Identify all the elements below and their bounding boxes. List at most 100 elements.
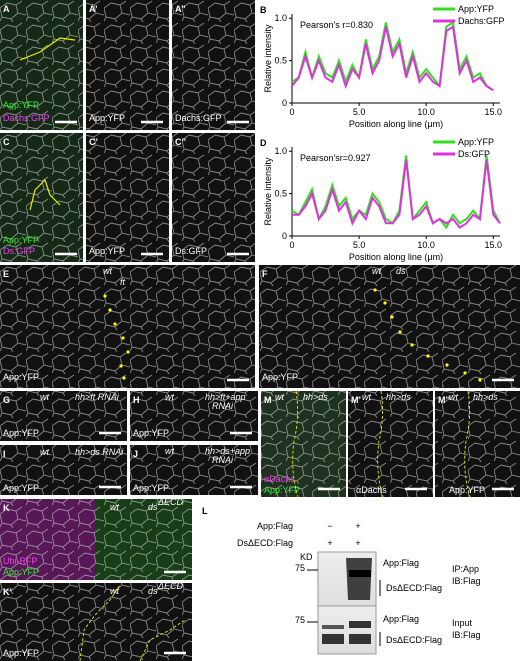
- panel-label: wt: [103, 266, 112, 276]
- panel-letter: M: [264, 395, 272, 405]
- micrograph: A’ App:YFP: [86, 0, 169, 130]
- x-tick-label: 15.0: [485, 240, 503, 250]
- x-tick-label: 5.0: [353, 107, 366, 117]
- micrograph: A’’ Dachs:GFP: [172, 0, 255, 130]
- x-axis-label: Position along line (μm): [349, 252, 443, 262]
- panel-label: hh>ft+app: [205, 392, 246, 402]
- series-line: [292, 159, 501, 229]
- boundary-line: [292, 390, 299, 498]
- band: [322, 634, 344, 644]
- micrograph: M’ wt hh>ds αDachs: [348, 391, 433, 497]
- chart-title: Pearson's r=0.830: [300, 20, 373, 30]
- micrograph: K’ wt ds ΔECD App:YFP: [0, 581, 192, 661]
- boundary-line: [377, 390, 384, 498]
- marker-dot: [390, 315, 394, 319]
- panel-label: ΔECD: [157, 581, 184, 591]
- panel-label: App:YFP: [133, 428, 169, 438]
- y-tick-label: 0: [282, 231, 287, 241]
- panel-label: App:YFP: [133, 483, 169, 493]
- y-axis-label: Relative intensity: [263, 157, 273, 226]
- chart: B Pearson's r=0.830 0 0.5 1.0 0 5.0 10.0 15.0 Rel…: [260, 4, 505, 129]
- panel-label: hh>ft RNAi: [75, 392, 120, 402]
- micrograph: A App:YFP Dachs:GFP: [0, 0, 83, 130]
- boundary-line: [464, 390, 471, 498]
- panel-label: ΔECD: [157, 497, 184, 507]
- x-tick-label: 5.0: [353, 240, 366, 250]
- panel-label: App:YFP: [3, 372, 39, 382]
- cell-pattern: [0, 133, 83, 262]
- panel-label: hh>ds: [473, 392, 498, 402]
- panel-label: App:YFP: [89, 113, 125, 123]
- lane-sign: +: [355, 521, 360, 531]
- band: [349, 570, 371, 577]
- panel-letter: M’: [351, 395, 361, 405]
- y-tick-label: 0.5: [274, 56, 287, 66]
- cell-pattern: [0, 583, 192, 661]
- panel-label: hh>ds+app: [205, 446, 250, 456]
- panel-letter: I: [3, 449, 6, 459]
- panel-letter: C’: [89, 137, 98, 147]
- x-tick-label: 10.0: [417, 240, 435, 250]
- marker-dot: [122, 376, 126, 380]
- marker-dot: [463, 371, 467, 375]
- panel-letter: F: [262, 269, 268, 279]
- panel-label: ft: [120, 277, 126, 287]
- legend-label: Dachs:GFP: [458, 16, 505, 26]
- row-label: DsΔECD:Flag: [237, 538, 293, 548]
- panel-label: App:YFP: [3, 235, 39, 245]
- y-tick-label: 1.0: [274, 146, 287, 156]
- panel-label: App:YFP: [449, 485, 485, 495]
- panel-letter: M’’: [438, 395, 450, 405]
- cell-pattern: [348, 391, 433, 497]
- panel-label: App:YFP: [262, 372, 298, 382]
- panel-label: αDachs: [264, 474, 295, 484]
- line-trace: [29, 178, 61, 211]
- chart-title: Pearson'sr=0.927: [300, 153, 371, 163]
- cell-pattern: [86, 133, 169, 262]
- x-tick-label: 15.0: [485, 107, 503, 117]
- panel-label: hh>ds: [386, 392, 411, 402]
- panel-label: Ds:GFP: [175, 246, 207, 256]
- cell-pattern: [0, 0, 83, 130]
- marker-dot: [373, 288, 377, 292]
- marker-dot: [426, 354, 430, 358]
- panel-label: RNAi: [212, 455, 234, 465]
- panel-letter: A: [3, 4, 10, 14]
- panel-letter: L: [202, 506, 208, 516]
- panel-label: App:YFP: [89, 246, 125, 256]
- row-label: App:Flag: [257, 521, 293, 531]
- panel-label: Ds:GFP: [3, 246, 35, 256]
- marker-dot: [410, 343, 414, 347]
- marker-dot: [119, 364, 123, 368]
- panel-label: ds: [148, 502, 158, 512]
- panel-label: wt: [165, 446, 174, 456]
- legend-label: App:YFP: [458, 4, 494, 14]
- marker: 75: [295, 615, 305, 625]
- series-line: [291, 25, 494, 92]
- panel-letter: G: [3, 395, 10, 405]
- western-blot: L App:Flag − + DsΔECD:Flag + + KD 75 App…: [202, 506, 481, 655]
- panel-letter: J: [133, 449, 138, 459]
- cell-pattern: [259, 265, 520, 388]
- series-line: [291, 155, 501, 230]
- panel-label: wt: [110, 502, 119, 512]
- marker-dot: [445, 363, 449, 367]
- y-tick-label: 0: [282, 98, 287, 108]
- marker-dot: [398, 330, 402, 334]
- panel-letter: K’: [3, 587, 12, 597]
- x-tick-label: 0: [289, 107, 294, 117]
- panel-label: App:YFP: [3, 483, 39, 493]
- panel-label: wt: [449, 392, 458, 402]
- y-tick-label: 1.0: [274, 13, 287, 23]
- blot-label: IP:App: [452, 564, 479, 574]
- marker-dot: [383, 301, 387, 305]
- band: [346, 558, 372, 600]
- band-label: App:Flag: [383, 614, 419, 624]
